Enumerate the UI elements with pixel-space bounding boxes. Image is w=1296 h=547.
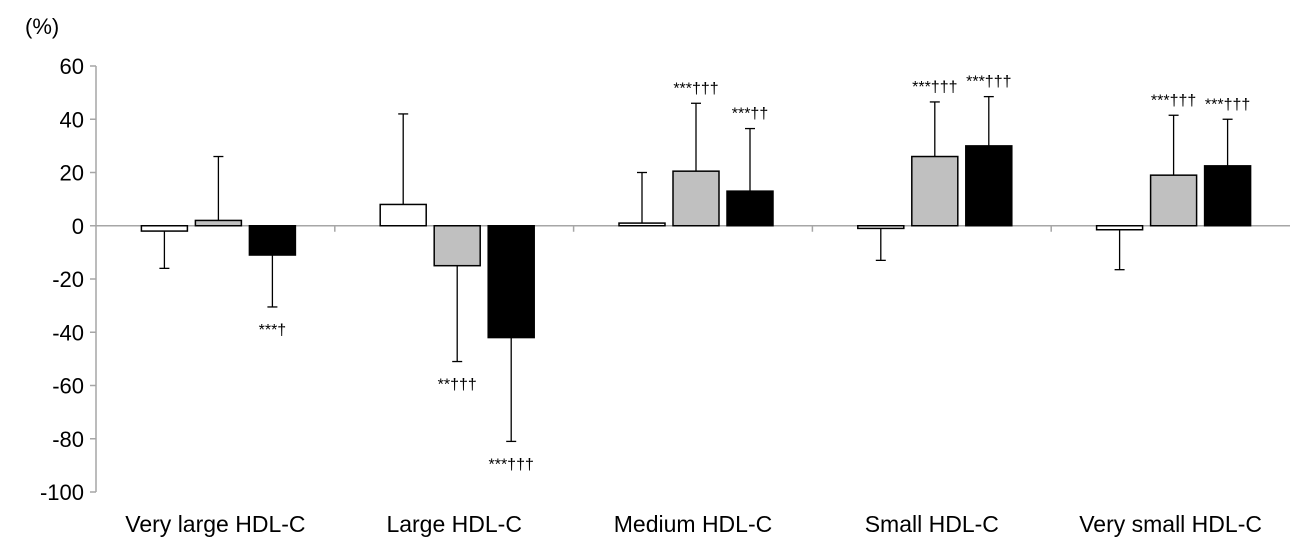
bars — [140, 145, 1252, 339]
y-axis-unit-label: (%) — [25, 14, 59, 39]
significance-label: ***††† — [1205, 96, 1250, 113]
y-tick-label: 40 — [60, 107, 84, 132]
bar — [248, 225, 297, 256]
significance-label: ***†† — [732, 106, 768, 123]
significance-label: **††† — [438, 377, 477, 394]
bar — [433, 225, 481, 267]
y-axis-ticks: 60 40 20 0 -20 -40 -60 -80 -100 — [40, 54, 96, 505]
y-tick-label: 0 — [72, 214, 84, 239]
bar — [726, 190, 774, 227]
axes — [95, 66, 1290, 492]
significance-annotations: ***† **††† ***††† ***††† ***†† ***††† ***††† **… — [259, 74, 1251, 474]
significance-label: ***††† — [489, 456, 534, 473]
y-tick-label: 60 — [60, 54, 84, 79]
x-category-label: Large HDL-C — [386, 511, 522, 537]
bar — [487, 225, 535, 339]
y-tick-label: -40 — [52, 320, 84, 345]
y-tick-label: -60 — [52, 374, 84, 399]
y-tick-label: -80 — [52, 427, 84, 452]
bar — [379, 203, 427, 227]
significance-label: ***††† — [1151, 92, 1196, 109]
y-tick-label: -20 — [52, 267, 84, 292]
significance-label: ***† — [259, 322, 287, 339]
x-category-label: Medium HDL-C — [614, 511, 772, 537]
bar — [194, 219, 243, 227]
bar — [1095, 225, 1144, 231]
x-category-label: Very large HDL-C — [125, 511, 305, 537]
bar — [857, 225, 905, 230]
error-bars — [159, 95, 1233, 443]
bar — [1149, 174, 1198, 227]
x-category-label: Small HDL-C — [865, 511, 999, 537]
bar — [911, 155, 959, 227]
y-tick-label: -100 — [40, 480, 84, 505]
bar — [140, 225, 189, 232]
bar — [618, 222, 666, 227]
x-category-label: Very small HDL-C — [1079, 511, 1262, 537]
significance-label: ***††† — [912, 79, 957, 96]
bar — [1203, 165, 1252, 227]
bar — [672, 170, 720, 227]
y-tick-label: 20 — [60, 161, 84, 186]
bar — [965, 145, 1013, 227]
category-labels: Very large HDL-C Large HDL-C Medium HDL-C S… — [125, 511, 1262, 537]
significance-label: ***††† — [673, 80, 718, 97]
significance-label: ***††† — [966, 74, 1011, 91]
